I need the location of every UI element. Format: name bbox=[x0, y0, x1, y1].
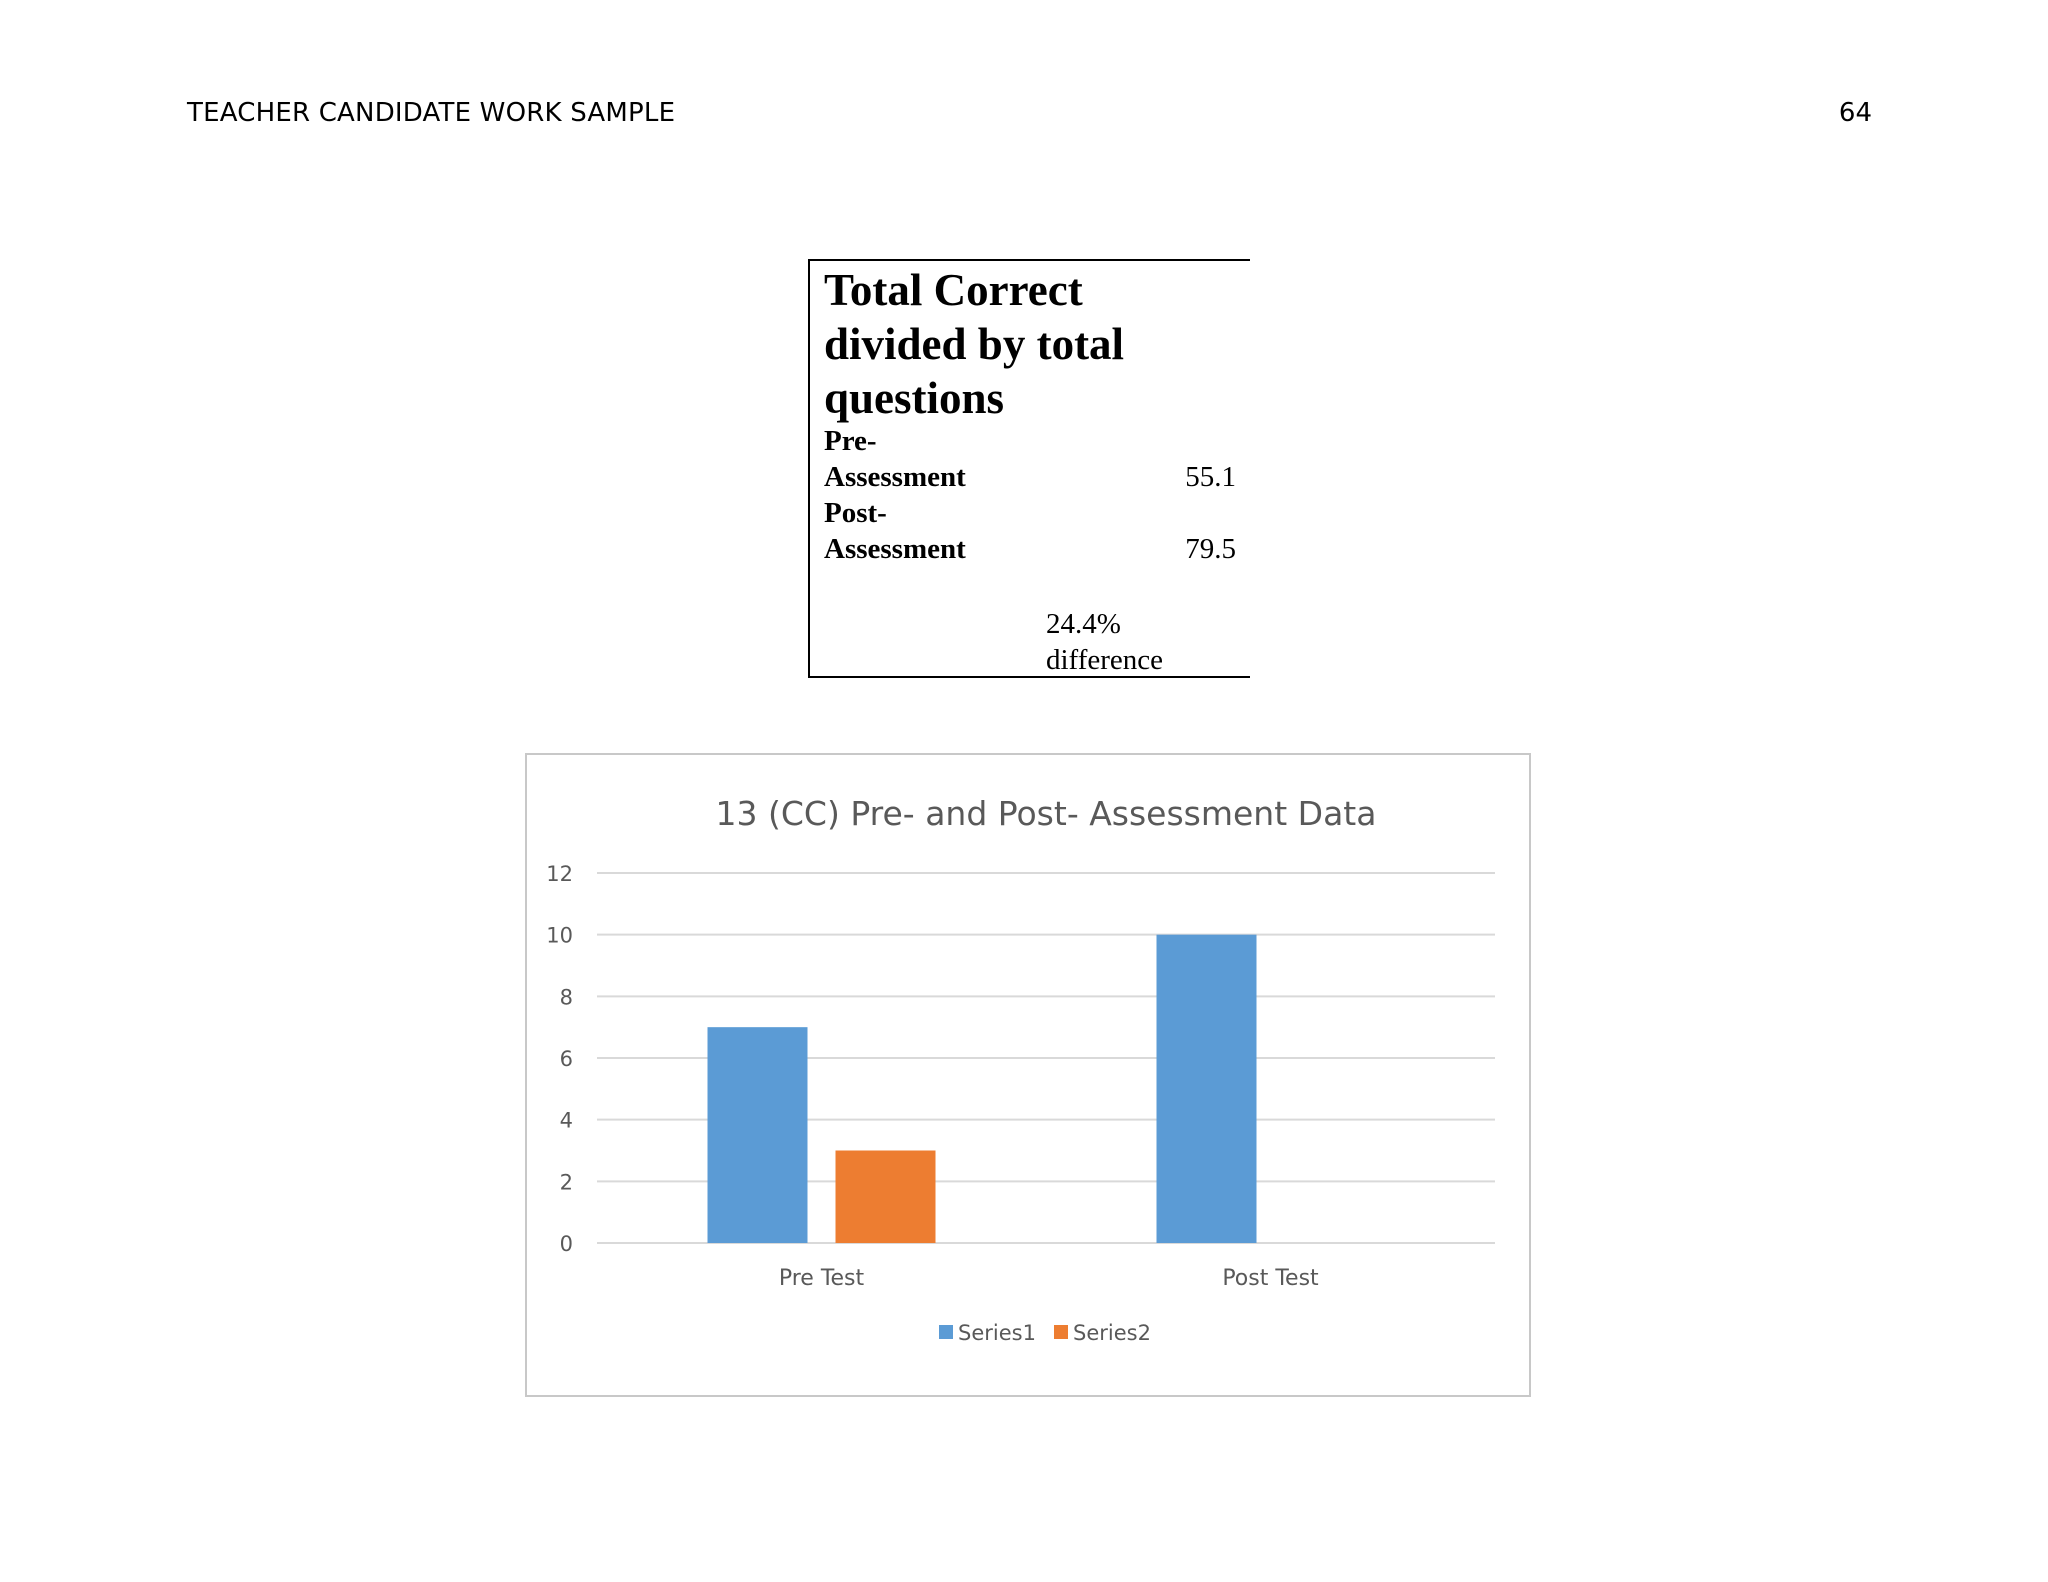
difference-percent: 24.4% bbox=[1046, 608, 1121, 640]
bar-series2 bbox=[835, 1150, 936, 1243]
running-head: TEACHER CANDIDATE WORK SAMPLE bbox=[187, 98, 676, 128]
y-tick-label: 12 bbox=[546, 862, 573, 886]
legend-swatch bbox=[1054, 1325, 1068, 1339]
y-tick-label: 8 bbox=[560, 985, 573, 1009]
x-category-label: Post Test bbox=[1222, 1266, 1319, 1291]
y-tick-label: 6 bbox=[560, 1047, 573, 1071]
bar-series1 bbox=[707, 1027, 808, 1243]
y-tick-label: 4 bbox=[560, 1109, 573, 1133]
page-number: 64 bbox=[1838, 98, 1872, 128]
chart-title: 13 (CC) Pre- and Post- Assessment Data bbox=[716, 794, 1377, 833]
legend-label: Series1 bbox=[958, 1321, 1036, 1345]
y-tick-label: 2 bbox=[560, 1170, 573, 1194]
score-table: Total Correct divided by total questions… bbox=[808, 259, 1250, 678]
legend-swatch bbox=[939, 1325, 953, 1339]
pre-assessment-label-line2: Assessment bbox=[824, 461, 966, 493]
bar-chart: 13 (CC) Pre- and Post- Assessment Data 0 2… bbox=[525, 753, 1531, 1397]
post-assessment-value: 79.5 bbox=[1185, 533, 1236, 565]
difference-label: difference bbox=[1046, 644, 1163, 676]
x-category-label: Pre Test bbox=[779, 1266, 865, 1291]
pre-assessment-label-line1: Pre- bbox=[824, 425, 877, 457]
legend-label: Series2 bbox=[1073, 1321, 1151, 1345]
post-assessment-label-line2: Assessment bbox=[824, 533, 966, 565]
y-tick-label: 10 bbox=[546, 924, 573, 948]
pre-assessment-value: 55.1 bbox=[1185, 461, 1236, 493]
difference-note: 24.4% difference bbox=[1046, 606, 1163, 678]
bar-chart-svg: 13 (CC) Pre- and Post- Assessment Data 0 2… bbox=[546, 794, 1495, 1345]
score-table-title: Total Correct divided by total questions bbox=[824, 265, 1125, 423]
post-assessment-label-line1: Post- bbox=[824, 497, 887, 529]
y-tick-label: 0 bbox=[560, 1232, 573, 1256]
bar-series1 bbox=[1156, 934, 1257, 1243]
